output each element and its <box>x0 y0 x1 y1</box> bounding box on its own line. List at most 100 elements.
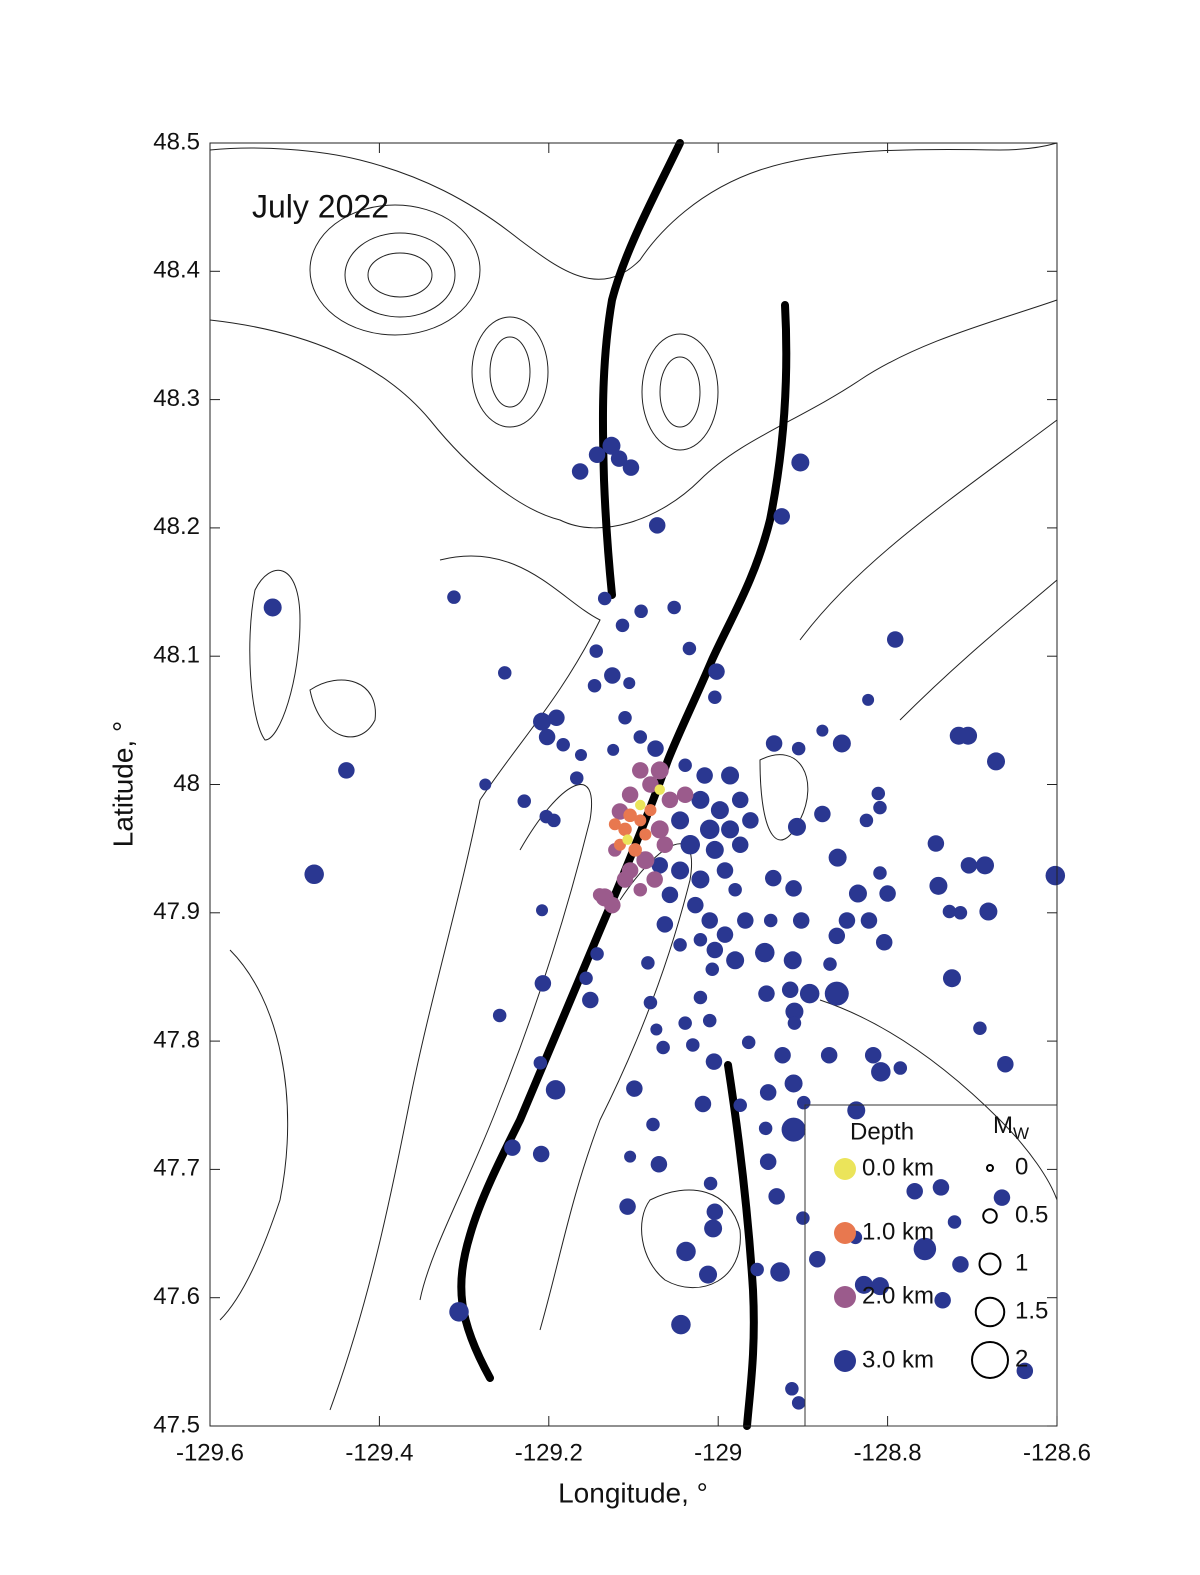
quake <box>641 956 655 970</box>
quake <box>691 790 710 809</box>
quake <box>693 932 708 947</box>
quake <box>671 811 690 830</box>
quake <box>828 848 847 867</box>
quake <box>548 709 565 727</box>
quake <box>592 888 607 902</box>
quake <box>304 864 324 885</box>
quake <box>847 1101 866 1120</box>
quake <box>673 938 687 952</box>
quake <box>492 1008 507 1023</box>
quake <box>862 693 875 706</box>
quake <box>623 808 637 823</box>
x-axis-label: Longitude, ° <box>558 1477 708 1508</box>
quake <box>705 962 720 977</box>
quake <box>621 786 639 804</box>
quake <box>624 1150 637 1163</box>
contour <box>309 204 481 336</box>
quake <box>759 1153 777 1170</box>
quake <box>604 896 621 914</box>
quake <box>643 995 658 1010</box>
quake <box>686 1038 700 1052</box>
quake <box>731 791 749 809</box>
quake <box>765 735 783 752</box>
contour <box>419 784 592 1301</box>
quake <box>932 1179 950 1196</box>
quake <box>703 1176 718 1191</box>
quake <box>816 724 829 737</box>
quake <box>879 885 896 902</box>
quake <box>873 866 887 880</box>
points <box>263 436 1066 1410</box>
quake <box>650 1156 668 1173</box>
quake <box>791 741 806 756</box>
quake <box>854 1275 873 1294</box>
quake <box>750 1262 764 1277</box>
quake <box>338 762 355 779</box>
quake <box>959 726 978 745</box>
legend-marker <box>834 1158 856 1180</box>
quake <box>929 876 948 895</box>
quake <box>716 862 734 879</box>
quake <box>642 776 659 793</box>
quake <box>636 851 655 870</box>
quake <box>545 1080 566 1100</box>
x-tick-label: -128.6 <box>1023 1439 1091 1466</box>
quake <box>721 820 740 839</box>
quake <box>619 1198 636 1215</box>
quake <box>570 771 584 785</box>
quake <box>791 453 810 472</box>
legend-label: 3.0 km <box>862 1346 934 1373</box>
quake <box>661 791 679 809</box>
quake <box>701 912 718 929</box>
quake <box>947 1215 962 1229</box>
quake <box>906 1182 923 1200</box>
contour <box>219 949 289 1321</box>
quake <box>873 800 887 815</box>
quake <box>942 969 961 988</box>
quake <box>693 990 708 1005</box>
quake <box>651 857 669 874</box>
quake <box>787 1016 802 1030</box>
size-legend-title-sub: W <box>1013 1124 1029 1143</box>
quake <box>741 1035 756 1050</box>
quake <box>927 835 945 852</box>
quake <box>824 981 849 1006</box>
quake <box>498 666 512 680</box>
quake <box>699 1265 718 1284</box>
quake <box>913 1237 937 1261</box>
quake <box>784 1074 803 1093</box>
quake <box>447 590 461 604</box>
quake <box>860 912 878 929</box>
quake <box>635 799 646 811</box>
quake <box>646 871 663 888</box>
quake <box>781 981 799 999</box>
quake <box>721 766 740 785</box>
quake <box>960 857 978 874</box>
quake <box>848 884 867 903</box>
quake <box>604 667 621 684</box>
quake <box>622 459 640 476</box>
quake <box>687 896 704 914</box>
quake <box>979 902 998 921</box>
quake <box>706 941 724 959</box>
quake <box>517 794 531 808</box>
quake <box>710 801 729 820</box>
quake <box>646 1117 660 1132</box>
quake <box>588 446 606 464</box>
quake <box>504 1139 521 1156</box>
legend-title: Depth <box>850 1118 914 1145</box>
quake <box>758 985 775 1002</box>
size-legend-marker <box>974 1296 1006 1328</box>
ridge-axis <box>724 1061 758 1430</box>
contour <box>209 142 1058 280</box>
quake <box>755 942 775 963</box>
quake <box>699 819 720 840</box>
y-tick-label: 47.5 <box>153 1411 200 1438</box>
quake <box>533 712 552 731</box>
quake <box>726 951 745 970</box>
quake <box>832 734 851 753</box>
legend-marker <box>834 1286 856 1308</box>
x-tick-label: -129 <box>694 1439 742 1466</box>
